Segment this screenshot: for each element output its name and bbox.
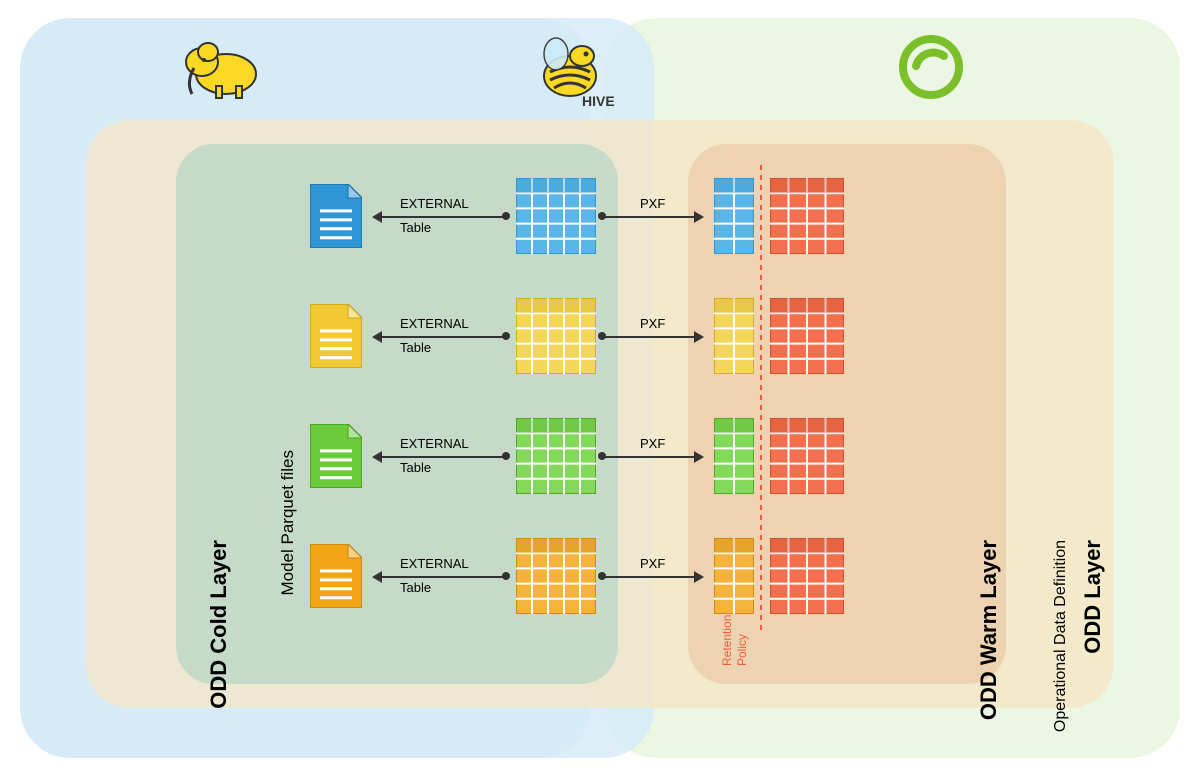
parquet-file-icon: [310, 304, 362, 373]
external-table-label: Table: [400, 220, 431, 235]
pxf-label: PXF: [640, 556, 665, 571]
hive-table-icon: [516, 298, 596, 379]
parquet-file-icon: [310, 184, 362, 253]
external-table-label: EXTERNAL: [400, 556, 469, 571]
warm-partition-small: [714, 418, 754, 499]
retention-label-2: Policy: [735, 634, 749, 666]
external-table-label: EXTERNAL: [400, 316, 469, 331]
warm-partition-large: [770, 538, 844, 619]
hive-table-icon: [516, 178, 596, 259]
hive-icon: HIVE: [526, 32, 626, 115]
pxf-label: PXF: [640, 436, 665, 451]
greenplum-icon: [896, 32, 966, 107]
warm-partition-small: [714, 538, 754, 619]
parquet-file-icon: [310, 424, 362, 493]
external-table-label: Table: [400, 460, 431, 475]
warm-partition-small: [714, 178, 754, 259]
hadoop-icon: [178, 32, 268, 107]
hive-table-icon: [516, 538, 596, 619]
parquet-file-icon: [310, 544, 362, 613]
odd-warm-layer-title: ODD Warm Layer: [976, 540, 1002, 720]
pxf-label: PXF: [640, 196, 665, 211]
diagram-canvas: ODD Layer Operational Data Definition OD…: [0, 0, 1200, 776]
hive-table-icon: [516, 418, 596, 499]
odd-layer-title: ODD Layer: [1080, 540, 1106, 654]
warm-partition-large: [770, 298, 844, 379]
warm-partition-large: [770, 418, 844, 499]
odd-cold-layer-title: ODD Cold Layer: [206, 540, 232, 709]
odd-layer-subtitle: Operational Data Definition: [1052, 540, 1070, 732]
pxf-label: PXF: [640, 316, 665, 331]
external-table-label: Table: [400, 340, 431, 355]
external-table-label: EXTERNAL: [400, 436, 469, 451]
external-table-label: Table: [400, 580, 431, 595]
svg-text:HIVE: HIVE: [582, 93, 615, 109]
model-parquet-files-label: Model Parquet files: [278, 450, 298, 596]
warm-partition-large: [770, 178, 844, 259]
warm-partition-small: [714, 298, 754, 379]
retention-label-1: Retention: [720, 615, 734, 666]
external-table-label: EXTERNAL: [400, 196, 469, 211]
